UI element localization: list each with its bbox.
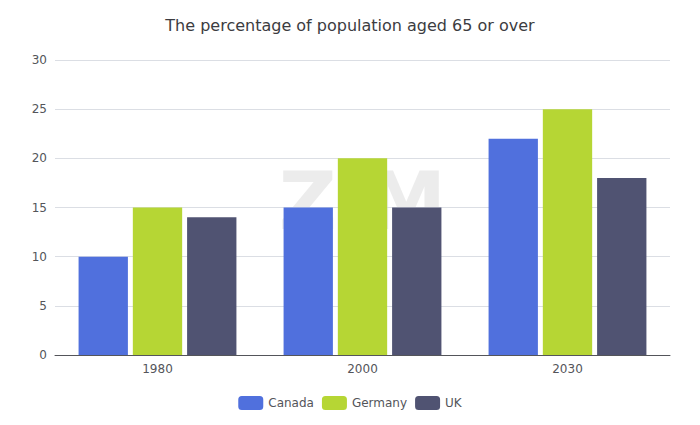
svg-text:10: 10 [32,250,47,264]
svg-text:Canada: Canada [268,396,314,410]
svg-text:5: 5 [39,299,47,313]
svg-text:20: 20 [32,151,47,165]
svg-text:2000: 2000 [347,362,378,376]
svg-text:Germany: Germany [352,396,407,410]
svg-text:30: 30 [32,53,47,67]
svg-text:The percentage of population a: The percentage of population aged 65 or … [164,16,535,35]
svg-text:0: 0 [39,348,47,362]
svg-text:2030: 2030 [552,362,583,376]
svg-text:UK: UK [445,396,463,410]
svg-text:25: 25 [32,102,47,116]
svg-text:15: 15 [32,201,47,215]
svg-text:1980: 1980 [142,362,173,376]
